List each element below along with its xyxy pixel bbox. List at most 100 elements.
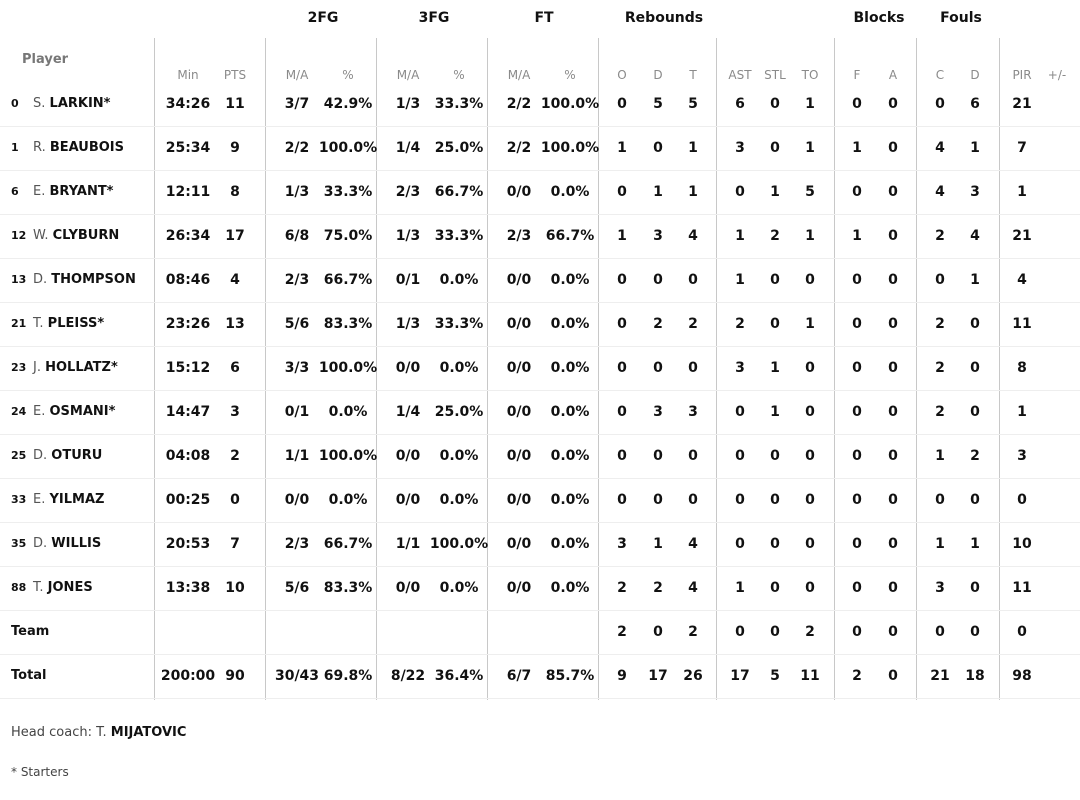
- stat-fg3_ma: 0/0: [395, 492, 421, 508]
- player-name[interactable]: T. JONES: [33, 566, 93, 610]
- stat-ft_ma: 0/0: [506, 448, 532, 464]
- column-divider: [376, 38, 377, 700]
- stat-fl_d: 0: [970, 492, 980, 508]
- stat-pir: 1: [1017, 184, 1027, 200]
- stat-pir: 1: [1017, 404, 1027, 420]
- player-name[interactable]: E. OSMANI*: [33, 390, 115, 434]
- stat-ast: 3: [735, 140, 745, 156]
- stat-pts: 8: [230, 184, 240, 200]
- stat-blk_a: 0: [888, 580, 898, 596]
- player-name[interactable]: D. WILLIS: [33, 522, 101, 566]
- stat-blk_f: 0: [852, 536, 862, 552]
- stat-min: 23:26: [165, 316, 211, 332]
- stat-stl: 1: [770, 404, 780, 420]
- stat-fl_c: 2: [935, 228, 945, 244]
- table-row[interactable]: 12 W. CLYBURN 26:34 17 6/8 75.0% 1/3 33.3% 2/3 66…: [0, 214, 1080, 259]
- stat-fg2_pct: 100.0%: [318, 448, 378, 464]
- player-initial: T.: [33, 316, 44, 331]
- player-initial: D.: [33, 536, 48, 551]
- table-row[interactable]: 21 T. PLEISS* 23:26 13 5/6 83.3% 1/3 33.3% 0/0 0.…: [0, 302, 1080, 347]
- column-divider: [598, 38, 599, 700]
- table-row[interactable]: 6 E. BRYANT* 12:11 8 1/3 33.3% 2/3 66.7% 0/0 0.0%…: [0, 170, 1080, 215]
- table-row[interactable]: 13 D. THOMPSON 08:46 4 2/3 66.7% 0/1 0.0% 0/0 0.0…: [0, 258, 1080, 303]
- table-row[interactable]: 24 E. OSMANI* 14:47 3 0/1 0.0% 1/4 25.0% 0/0 0.0%…: [0, 390, 1080, 435]
- stat-ast: 2: [735, 316, 745, 332]
- stat-to: 2: [805, 624, 815, 640]
- player-name[interactable]: T. PLEISS*: [33, 302, 104, 346]
- stat-blk_a: 0: [888, 184, 898, 200]
- stat-reb_t: 5: [688, 96, 698, 112]
- player-name[interactable]: W. CLYBURN: [33, 214, 119, 258]
- player-name[interactable]: D. OTURU: [33, 434, 102, 478]
- stat-fl_c: 0: [935, 272, 945, 288]
- stat-pir: 11: [1012, 316, 1032, 332]
- stat-fg3_ma: 1/3: [395, 228, 421, 244]
- player-last-name: OSMANI*: [49, 404, 116, 419]
- player-number: 12: [11, 229, 27, 242]
- stat-fg2_ma: 6/8: [284, 228, 310, 244]
- table-row[interactable]: 0 S. LARKIN* 34:26 11 3/7 42.9% 1/3 33.3% 2/2 100…: [0, 82, 1080, 127]
- column-header-fg3_pct: %: [453, 68, 465, 82]
- stat-ft_ma: 0/0: [506, 492, 532, 508]
- player-number: 13: [11, 273, 27, 286]
- stat-pir: 8: [1017, 360, 1027, 376]
- stat-fg3_pct: 0.0%: [439, 492, 479, 508]
- team-label: Team: [11, 624, 50, 639]
- table-row[interactable]: 25 D. OTURU 04:08 2 1/1 100.0% 0/0 0.0% 0/0 0.0% 0…: [0, 434, 1080, 479]
- stat-fl_c: 3: [935, 580, 945, 596]
- head-coach-initial: T.: [96, 725, 107, 740]
- stat-fg3_ma: 0/0: [395, 360, 421, 376]
- column-divider: [834, 38, 835, 700]
- player-number: 21: [11, 317, 27, 330]
- player-last-name: BRYANT*: [49, 184, 114, 199]
- stat-pts: 11: [225, 96, 245, 112]
- stat-stl: 1: [770, 184, 780, 200]
- stat-ft_pct: 0.0%: [550, 448, 590, 464]
- column-header-reb_d: D: [653, 68, 663, 82]
- stat-blk_a: 0: [888, 404, 898, 420]
- column-header-ast: AST: [728, 68, 752, 82]
- player-name[interactable]: E. BRYANT*: [33, 170, 113, 214]
- stat-fl_d: 0: [970, 316, 980, 332]
- stat-fl_d: 18: [965, 668, 985, 684]
- stat-reb_o: 0: [617, 404, 627, 420]
- player-initial: D.: [33, 272, 48, 287]
- stat-to: 11: [800, 668, 820, 684]
- player-name[interactable]: J. HOLLATZ*: [33, 346, 118, 390]
- stat-fl_d: 0: [970, 404, 980, 420]
- player-name[interactable]: R. BEAUBOIS: [33, 126, 124, 170]
- player-last-name: PLEISS*: [47, 316, 105, 331]
- table-row[interactable]: 1 R. BEAUBOIS 25:34 9 2/2 100.0% 1/4 25.0% 2/2 10…: [0, 126, 1080, 171]
- table-row[interactable]: 35 D. WILLIS 20:53 7 2/3 66.7% 1/1 100.0% 0/0 0.0…: [0, 522, 1080, 567]
- stat-to: 0: [805, 580, 815, 596]
- table-row[interactable]: 33 E. YILMAZ 00:25 0 0/0 0.0% 0/0 0.0% 0/0 0.0% 0 0…: [0, 478, 1080, 523]
- stat-blk_a: 0: [888, 96, 898, 112]
- stat-fl_c: 1: [935, 536, 945, 552]
- stat-fg2_ma: 5/6: [284, 316, 310, 332]
- column-divider: [154, 38, 155, 700]
- stat-reb_d: 0: [653, 492, 663, 508]
- player-number: 88: [11, 581, 27, 594]
- stat-reb_t: 0: [688, 272, 698, 288]
- table-row[interactable]: 23 J. HOLLATZ* 15:12 6 3/3 100.0% 0/0 0.0% 0/0 0.…: [0, 346, 1080, 391]
- head-coach: Head coach: T. MIJATOVIC: [11, 725, 186, 740]
- table-row[interactable]: 88 T. JONES 13:38 10 5/6 83.3% 0/0 0.0% 0/0 0.0% 2…: [0, 566, 1080, 611]
- player-name[interactable]: E. YILMAZ: [33, 478, 104, 522]
- stat-ft_ma: 2/2: [506, 140, 532, 156]
- column-header-reb_o: O: [617, 68, 627, 82]
- stat-ft_pct: 0.0%: [550, 536, 590, 552]
- player-initial: E.: [33, 184, 46, 199]
- stat-pts: 17: [225, 228, 245, 244]
- stat-fg2_ma: 0/0: [284, 492, 310, 508]
- stat-to: 1: [805, 228, 815, 244]
- stat-fg3_pct: 33.3%: [434, 96, 484, 112]
- stat-to: 1: [805, 96, 815, 112]
- stat-reb_d: 1: [653, 536, 663, 552]
- player-name[interactable]: D. THOMPSON: [33, 258, 136, 302]
- player-name[interactable]: S. LARKIN*: [33, 82, 110, 126]
- stat-min: 34:26: [165, 96, 211, 112]
- stat-fg3_ma: 2/3: [395, 184, 421, 200]
- stat-reb_d: 3: [653, 404, 663, 420]
- stat-to: 0: [805, 448, 815, 464]
- player-initial: D.: [33, 448, 48, 463]
